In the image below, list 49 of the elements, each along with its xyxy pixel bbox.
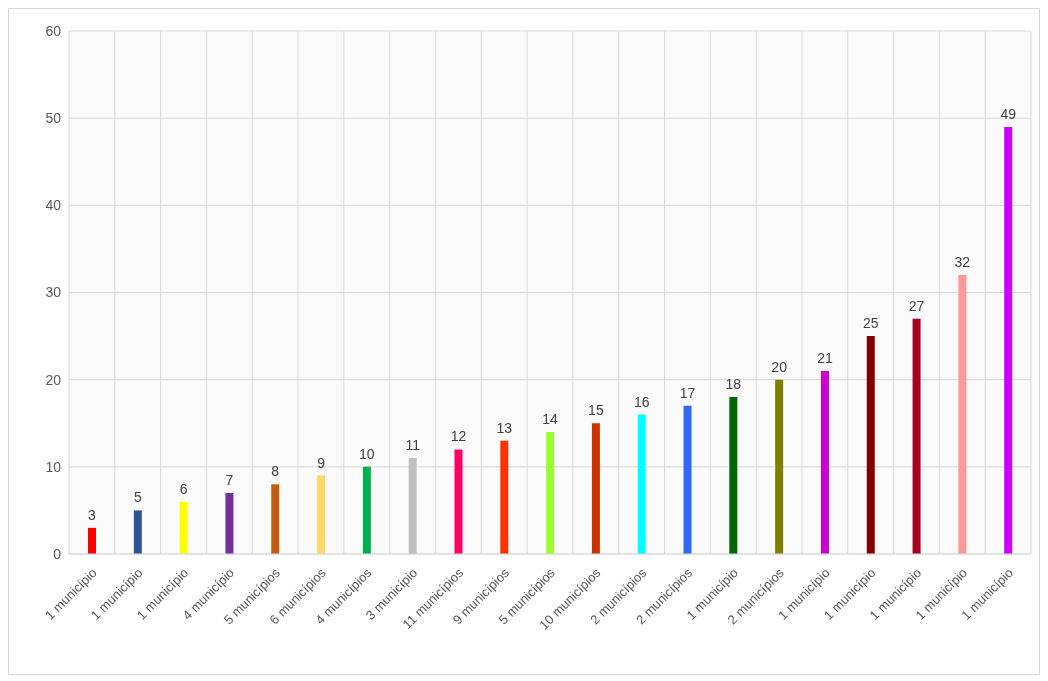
y-tick-label: 0 bbox=[53, 545, 62, 562]
y-tick-label: 40 bbox=[45, 197, 62, 214]
bar bbox=[958, 275, 967, 554]
bar bbox=[500, 440, 509, 554]
y-tick-label: 20 bbox=[45, 371, 62, 388]
y-tick-label: 10 bbox=[45, 458, 62, 475]
bar bbox=[866, 336, 875, 554]
bar bbox=[683, 405, 692, 554]
bar bbox=[1004, 126, 1013, 554]
bar bbox=[591, 423, 600, 554]
data-label: 3 bbox=[88, 506, 97, 523]
data-label: 6 bbox=[179, 480, 188, 497]
data-label: 21 bbox=[817, 349, 833, 366]
bar bbox=[546, 431, 555, 554]
data-label: 14 bbox=[542, 410, 559, 427]
bar bbox=[775, 379, 784, 554]
data-label: 11 bbox=[405, 437, 421, 454]
bar bbox=[408, 458, 417, 554]
data-label: 9 bbox=[317, 454, 326, 471]
data-label: 16 bbox=[633, 393, 650, 410]
data-label: 18 bbox=[725, 376, 742, 393]
bar bbox=[225, 492, 234, 554]
data-label: 8 bbox=[271, 463, 280, 480]
y-tick-label: 30 bbox=[45, 284, 62, 301]
y-tick-label: 60 bbox=[45, 22, 62, 39]
bar bbox=[88, 527, 96, 554]
bar bbox=[637, 414, 646, 554]
data-label: 7 bbox=[225, 471, 234, 488]
bar bbox=[133, 510, 142, 554]
data-label: 15 bbox=[588, 402, 604, 419]
data-label: 5 bbox=[133, 489, 142, 506]
data-label: 10 bbox=[359, 445, 375, 462]
bar bbox=[362, 466, 371, 554]
data-label: 20 bbox=[771, 358, 788, 375]
data-label: 27 bbox=[908, 297, 925, 314]
y-tick-label: 50 bbox=[45, 110, 62, 127]
bar bbox=[729, 397, 738, 554]
data-label: 13 bbox=[496, 419, 513, 436]
bar bbox=[271, 484, 280, 554]
data-label: 32 bbox=[954, 254, 971, 271]
bar bbox=[454, 449, 463, 554]
data-label: 17 bbox=[679, 384, 696, 401]
data-label: 25 bbox=[862, 315, 879, 332]
bar bbox=[820, 370, 829, 554]
data-label: 12 bbox=[450, 428, 467, 445]
bar bbox=[317, 475, 326, 554]
bar bbox=[912, 318, 921, 554]
bar bbox=[179, 501, 188, 554]
data-label: 49 bbox=[1000, 105, 1017, 122]
